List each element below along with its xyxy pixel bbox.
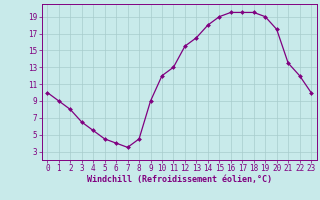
X-axis label: Windchill (Refroidissement éolien,°C): Windchill (Refroidissement éolien,°C) [87, 175, 272, 184]
